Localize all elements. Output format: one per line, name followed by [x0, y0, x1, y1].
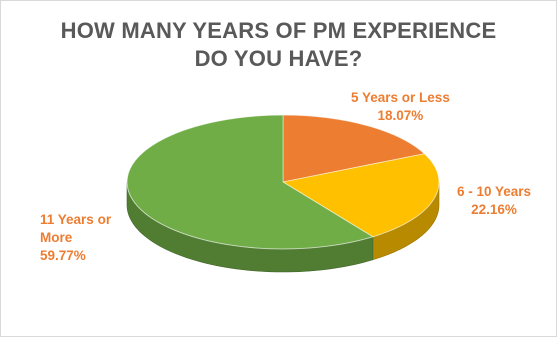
slice-label-5-years-or-less-name: 5 Years or Less — [351, 90, 450, 105]
slice-label-11-years-or-more-value: 59.77% — [40, 248, 86, 263]
slice-label-11-years-or-more-name-2: More — [40, 230, 73, 245]
slice-label-5-years-or-less: 5 Years or Less 18.07% — [351, 89, 450, 125]
pie-slice-6-10-years — [281, 153, 440, 238]
pie-slice-5-years-or-less — [282, 114, 426, 183]
chart-title-line-1: HOW MANY YEARS OF PM EXPERIENCE — [60, 18, 497, 43]
slice-label-11-years-or-more-name-1: 11 Years or — [40, 212, 112, 227]
slice-label-5-years-or-less-value: 18.07% — [377, 108, 424, 123]
slice-label-6-10-years: 6 - 10 Years 22.16% — [457, 183, 531, 219]
slice-label-6-10-years-value: 22.16% — [471, 202, 517, 217]
slice-label-6-10-years-name: 6 - 10 Years — [457, 184, 532, 199]
pie-top — [126, 114, 440, 250]
pie-top-rim — [126, 114, 440, 250]
chart-title-line-2: DO YOU HAVE? — [194, 46, 363, 71]
chart-title: HOW MANY YEARS OF PM EXPERIENCE DO YOU H… — [0, 17, 557, 73]
pie-slice-11-years-or-more — [126, 114, 374, 250]
slice-label-11-years-or-more: 11 Years or More 59.77% — [40, 211, 111, 265]
